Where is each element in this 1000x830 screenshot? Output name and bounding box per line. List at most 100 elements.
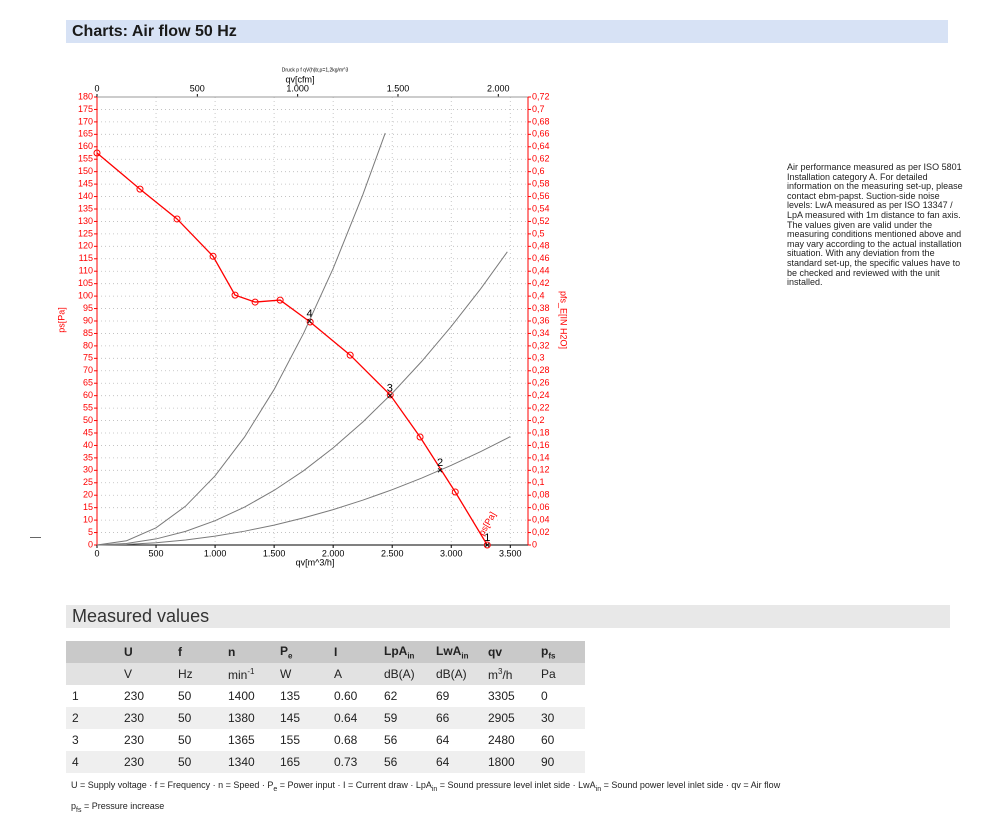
y2-tick-label: 0,54 xyxy=(532,203,550,213)
table-cell: 3 xyxy=(66,729,118,751)
x-tick-label: 0 xyxy=(94,548,99,558)
y2-tick-label: 0,12 xyxy=(532,465,550,475)
note-line: installed. xyxy=(787,277,823,288)
table-cell: 90 xyxy=(535,751,585,773)
x2-tick-label: 2.000 xyxy=(487,83,510,93)
y-tick-label: 150 xyxy=(78,166,93,176)
text: LwA xyxy=(436,643,462,658)
x-tick-label: 3.000 xyxy=(440,548,463,558)
superscript: 3 xyxy=(498,666,503,676)
y-tick-label: 55 xyxy=(83,402,93,412)
y-tick-label: 130 xyxy=(78,216,93,226)
footnote: U = Supply voltage · f = Frequency · n =… xyxy=(71,777,780,819)
table-cell: 2 xyxy=(66,707,118,729)
y-tick-label: 155 xyxy=(78,154,93,164)
system-curve xyxy=(96,251,508,546)
y2-tick-label: 0,58 xyxy=(532,178,550,188)
y2-tick-label: 0,32 xyxy=(532,340,550,350)
y2-tick-label: 0,04 xyxy=(532,514,550,524)
y-tick-label: 15 xyxy=(83,502,93,512)
header-cell xyxy=(66,641,118,663)
y2-tick-label: 0,24 xyxy=(532,390,550,400)
y-tick-label: 180 xyxy=(78,91,93,101)
table-cell: 230 xyxy=(118,751,172,773)
y-tick-label: 10 xyxy=(83,514,93,524)
header-cell: m3/h xyxy=(482,663,535,685)
table-cell: 1365 xyxy=(222,729,274,751)
text: P xyxy=(280,643,289,658)
header-cell: Pa xyxy=(535,663,585,685)
y2-tick-label: 0,52 xyxy=(532,216,550,226)
footnote-line: pfs = Pressure increase xyxy=(71,798,780,819)
y2-tick-label: 0,6 xyxy=(532,166,545,176)
text: A xyxy=(334,667,343,681)
note-line: contact ebm-papst. Suction-side noise xyxy=(787,190,940,201)
header-cell: LwAin xyxy=(430,641,482,663)
table-cell: 1 xyxy=(66,685,118,707)
text: p xyxy=(71,800,77,811)
operating-point xyxy=(484,542,490,548)
table-cell: 3305 xyxy=(482,685,535,707)
table-cell: 2480 xyxy=(482,729,535,751)
table-cell: 56 xyxy=(378,729,430,751)
operating-point-label: 3 xyxy=(387,383,393,395)
operating-point-label: 4 xyxy=(306,308,312,320)
y2-tick-label: 0,16 xyxy=(532,440,550,450)
y-tick-label: 50 xyxy=(83,415,93,425)
section-header: Charts: Air flow 50 Hz xyxy=(66,20,948,43)
y2-tick-label: 0,02 xyxy=(532,527,550,537)
header-cell: LpAin xyxy=(378,641,430,663)
x2-axis-label: qv[cfm] xyxy=(285,74,314,84)
y-tick-label: 80 xyxy=(83,340,93,350)
y-axis-label: ps[Pa] xyxy=(56,307,66,333)
y2-tick-label: 0,64 xyxy=(532,141,550,151)
subscript: in xyxy=(461,651,469,661)
note-line: LpA measured with 1m distance to fan axi… xyxy=(787,209,961,220)
curve-marker xyxy=(136,185,144,193)
footnote-line: U = Supply voltage · f = Frequency · n =… xyxy=(71,777,780,798)
y-tick-label: 20 xyxy=(83,490,93,500)
y2-tick-label: 0,42 xyxy=(532,278,550,288)
x2-tick-label: 500 xyxy=(190,83,205,93)
y2-tick-label: 0,06 xyxy=(532,502,550,512)
curve-marker xyxy=(451,488,459,496)
y2-tick-label: 0,7 xyxy=(532,104,545,114)
operating-point xyxy=(437,468,443,473)
text: = Power input · I = Current draw · LpA xyxy=(277,780,432,790)
table-cell: 155 xyxy=(274,729,328,751)
curve-marker xyxy=(93,149,101,157)
header-cell: Hz xyxy=(172,663,222,685)
text: Pa xyxy=(541,667,556,681)
table-cell: 50 xyxy=(172,685,222,707)
text: U = Supply voltage · f = Frequency · n =… xyxy=(71,780,274,790)
text: = Pressure increase xyxy=(81,800,165,811)
table-cell: 62 xyxy=(378,685,430,707)
y-tick-label: 5 xyxy=(88,527,93,537)
text: p xyxy=(541,643,549,658)
y-tick-label: 110 xyxy=(79,266,93,276)
curve-marker xyxy=(416,433,424,441)
y2-tick-label: 0,48 xyxy=(532,241,550,251)
table-cell: 60 xyxy=(535,729,585,751)
note-line: information on the measuring set-up, ple… xyxy=(787,181,963,192)
table-cell: 1380 xyxy=(222,707,274,729)
y2-tick-label: 0,66 xyxy=(532,129,550,139)
note-line: situation. With any deviation from the xyxy=(787,248,935,259)
y-tick-label: 85 xyxy=(83,328,93,338)
table-cell: 0.60 xyxy=(328,685,378,707)
text: dB(A) xyxy=(436,667,467,681)
y-tick-label: 60 xyxy=(83,390,93,400)
subscript: fs xyxy=(548,651,556,661)
note-line: Air performance measured as per ISO 5801 xyxy=(787,162,962,172)
table-cell: 230 xyxy=(118,707,172,729)
y-tick-label: 140 xyxy=(78,191,93,201)
system-curve xyxy=(96,436,511,546)
y2-axis-label: pfs_E[IN H2O] xyxy=(559,291,569,349)
text: = Sound pressure level inlet side · LwA xyxy=(437,780,596,790)
table-cell: 1400 xyxy=(222,685,274,707)
table-row: 2 230 50 1380 145 0.64 59 66 2905 30 xyxy=(66,707,585,729)
curve-marker xyxy=(209,252,217,260)
y2-tick-label: 0 xyxy=(532,539,537,549)
y2-tick-label: 0,3 xyxy=(532,353,545,363)
